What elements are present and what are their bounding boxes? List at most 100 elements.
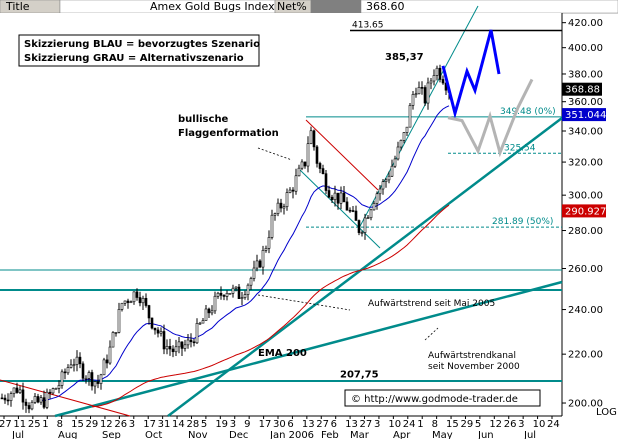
x-month-label-0: Jul <box>11 430 24 439</box>
grey-scenario-path <box>447 78 534 158</box>
candle-body <box>18 389 22 393</box>
candle-body <box>3 397 7 401</box>
candle-body <box>57 385 61 389</box>
x-month-label-3: Oct <box>145 430 162 439</box>
x-tick-label-32: 29 <box>460 419 473 430</box>
candle-body <box>435 67 439 76</box>
x-tick-label-17: 9 <box>244 419 250 430</box>
x-tick-label-37: 10 <box>533 419 546 430</box>
y-axis-scale-label: LOG <box>596 407 617 418</box>
candle-body <box>105 359 109 364</box>
candle-body <box>186 339 190 346</box>
candle-body <box>27 405 31 410</box>
x-tick-label-2: 25 <box>28 419 41 430</box>
candle-body <box>231 287 235 294</box>
x-tick-label-5: 15 <box>71 419 84 430</box>
candle-body <box>132 291 136 303</box>
candle-body <box>210 310 214 314</box>
candle-body <box>222 295 226 297</box>
ema200-value-badge: 290.927 <box>565 206 606 217</box>
x-tick-label-38: 24 <box>547 419 560 430</box>
candle-body <box>306 143 310 167</box>
candle-body <box>426 82 430 104</box>
x-tick-label-10: 17 <box>143 419 156 430</box>
candle-body <box>246 284 250 295</box>
candle-body <box>441 79 445 84</box>
candle-body <box>228 292 232 295</box>
candle-body <box>198 322 202 325</box>
level-label-1: 349.48 (0%) <box>500 107 556 117</box>
candle-body <box>327 190 331 198</box>
candle-body <box>117 309 121 333</box>
channel-pointer-line <box>424 327 439 341</box>
candle-body <box>63 371 67 374</box>
x-tick-label-35: 26 <box>504 419 517 430</box>
candle-body <box>237 286 241 299</box>
x-tick-label-1: 11 <box>13 419 26 430</box>
candle-body <box>126 300 130 303</box>
candle-body <box>405 126 409 133</box>
header-title-label: Title <box>5 0 30 13</box>
candle-body <box>258 260 262 268</box>
level-label-0: 413.65 <box>352 20 384 30</box>
ema-short-line <box>40 105 450 402</box>
x-month-label-8: Mar <box>350 430 370 439</box>
candle-body <box>402 132 406 141</box>
candle-body <box>33 396 37 403</box>
candle-body <box>378 188 382 195</box>
x-tick-label-29: 1 <box>417 419 423 430</box>
candle-body <box>183 344 187 349</box>
candle-body <box>15 387 19 393</box>
old-downtrend-line <box>0 379 131 417</box>
candle-body <box>189 339 193 343</box>
candle-body <box>348 209 352 212</box>
candle-body <box>384 179 388 183</box>
candle-body <box>255 260 259 269</box>
candle-body <box>135 291 139 298</box>
candle-body <box>75 356 79 365</box>
candle-body <box>171 348 175 353</box>
candle-body <box>9 393 13 401</box>
x-month-label-5: Dec <box>229 430 248 439</box>
candle-body <box>45 391 49 408</box>
level-label-4: 207,75 <box>340 370 379 381</box>
candle-body <box>354 210 358 221</box>
candle-body <box>432 75 436 82</box>
y-tick-label-400: 400.00 <box>568 43 603 54</box>
candle-body <box>345 201 349 211</box>
x-month-label-7: Feb <box>321 430 339 439</box>
x-tick-label-4: 8 <box>57 419 63 430</box>
uptrend-line-2005 <box>167 117 563 417</box>
candle-body <box>375 193 379 204</box>
copyright-text: © http://www.godmode-trader.de <box>351 394 518 405</box>
header-index-name: Amex Gold Bugs Index <box>150 0 275 13</box>
candle-body <box>177 341 181 348</box>
candle-body <box>243 294 247 298</box>
candle-body <box>168 346 172 350</box>
channel-label-line2: seit November 2000 <box>428 362 520 372</box>
x-tick-label-25: 27 <box>360 419 373 430</box>
candle-body <box>54 388 58 390</box>
candle-body <box>147 305 151 319</box>
x-month-label-9: Apr <box>393 430 411 439</box>
candle-body <box>51 388 55 394</box>
copyright-box: © http://www.godmode-trader.de <box>344 389 541 407</box>
candle-body <box>387 175 391 181</box>
candle-body <box>294 175 298 192</box>
ema200-label: EMA 200 <box>258 348 307 359</box>
candle-body <box>42 397 46 408</box>
candle-body <box>234 286 238 289</box>
candle-body <box>351 210 355 212</box>
candle-body <box>240 297 244 299</box>
candle-body <box>216 292 220 297</box>
ema-value-badge: 351.044 <box>565 110 606 121</box>
candle-body <box>60 371 64 386</box>
candle-body <box>48 391 52 394</box>
legend-box: Skizzierung BLAU = bevorzugtes Szenario … <box>18 34 260 67</box>
candle-body <box>321 168 325 174</box>
x-tick-label-21: 13 <box>302 419 315 430</box>
candle-body <box>84 377 88 380</box>
candle-body <box>21 389 25 403</box>
candle-body <box>114 332 118 334</box>
candle-body <box>207 308 211 314</box>
